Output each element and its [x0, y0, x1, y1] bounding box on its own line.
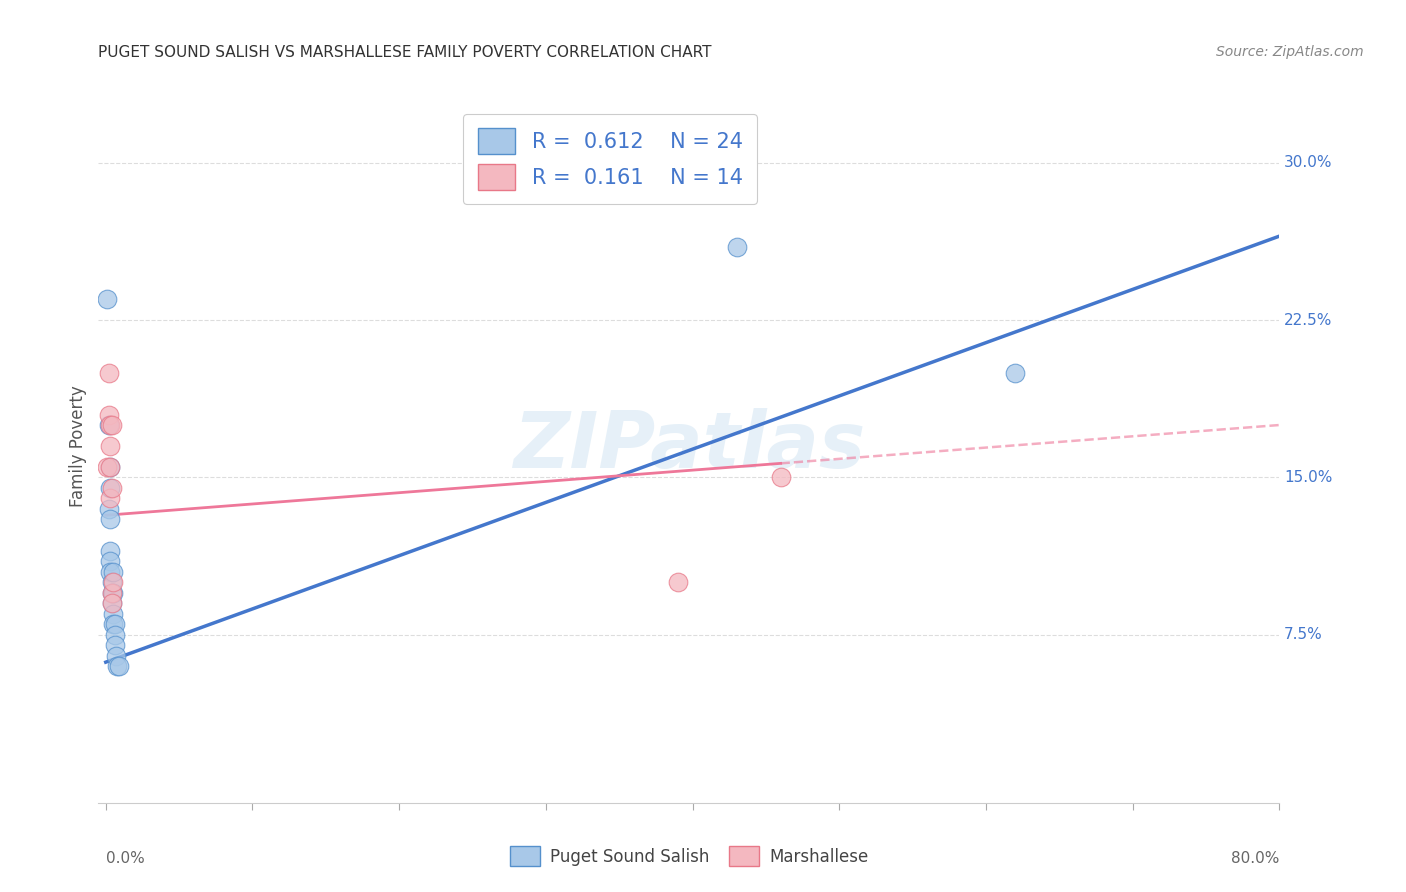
- Point: [100, 586, 122, 600]
- Point: [96, 292, 118, 306]
- Point: [101, 575, 124, 590]
- Point: [97, 502, 120, 516]
- Point: [100, 596, 122, 610]
- Point: [98, 417, 121, 432]
- Point: [100, 575, 122, 590]
- Point: [107, 659, 129, 673]
- Point: [97, 366, 120, 380]
- Text: 22.5%: 22.5%: [1284, 312, 1333, 327]
- Point: [98, 544, 121, 558]
- Point: [100, 596, 122, 610]
- Text: ZIPatlas: ZIPatlas: [513, 408, 865, 484]
- Point: [101, 565, 124, 579]
- Point: [98, 439, 121, 453]
- Point: [98, 460, 121, 475]
- Point: [108, 659, 131, 673]
- Point: [103, 639, 125, 653]
- Point: [666, 575, 689, 590]
- Text: 7.5%: 7.5%: [1284, 627, 1323, 642]
- Text: 0.0%: 0.0%: [105, 851, 145, 866]
- Point: [96, 460, 118, 475]
- Point: [100, 417, 122, 432]
- Point: [769, 470, 792, 484]
- Legend: Puget Sound Salish, Marshallese: Puget Sound Salish, Marshallese: [503, 839, 875, 873]
- Point: [103, 628, 125, 642]
- Point: [98, 554, 121, 568]
- Text: PUGET SOUND SALISH VS MARSHALLESE FAMILY POVERTY CORRELATION CHART: PUGET SOUND SALISH VS MARSHALLESE FAMILY…: [98, 45, 711, 60]
- Point: [98, 460, 121, 475]
- Text: 15.0%: 15.0%: [1284, 470, 1333, 485]
- Point: [1004, 366, 1026, 380]
- Point: [98, 481, 121, 495]
- Point: [97, 408, 120, 422]
- Point: [98, 565, 121, 579]
- Text: 30.0%: 30.0%: [1284, 155, 1333, 170]
- Point: [97, 417, 120, 432]
- Point: [98, 491, 121, 506]
- Point: [98, 512, 121, 526]
- Point: [100, 586, 122, 600]
- Point: [101, 607, 124, 621]
- Y-axis label: Family Poverty: Family Poverty: [69, 385, 87, 507]
- Text: Source: ZipAtlas.com: Source: ZipAtlas.com: [1216, 45, 1364, 59]
- Point: [100, 481, 122, 495]
- Point: [101, 586, 124, 600]
- Text: 80.0%: 80.0%: [1232, 851, 1279, 866]
- Point: [105, 648, 128, 663]
- Point: [725, 239, 748, 253]
- Point: [101, 617, 124, 632]
- Point: [103, 617, 125, 632]
